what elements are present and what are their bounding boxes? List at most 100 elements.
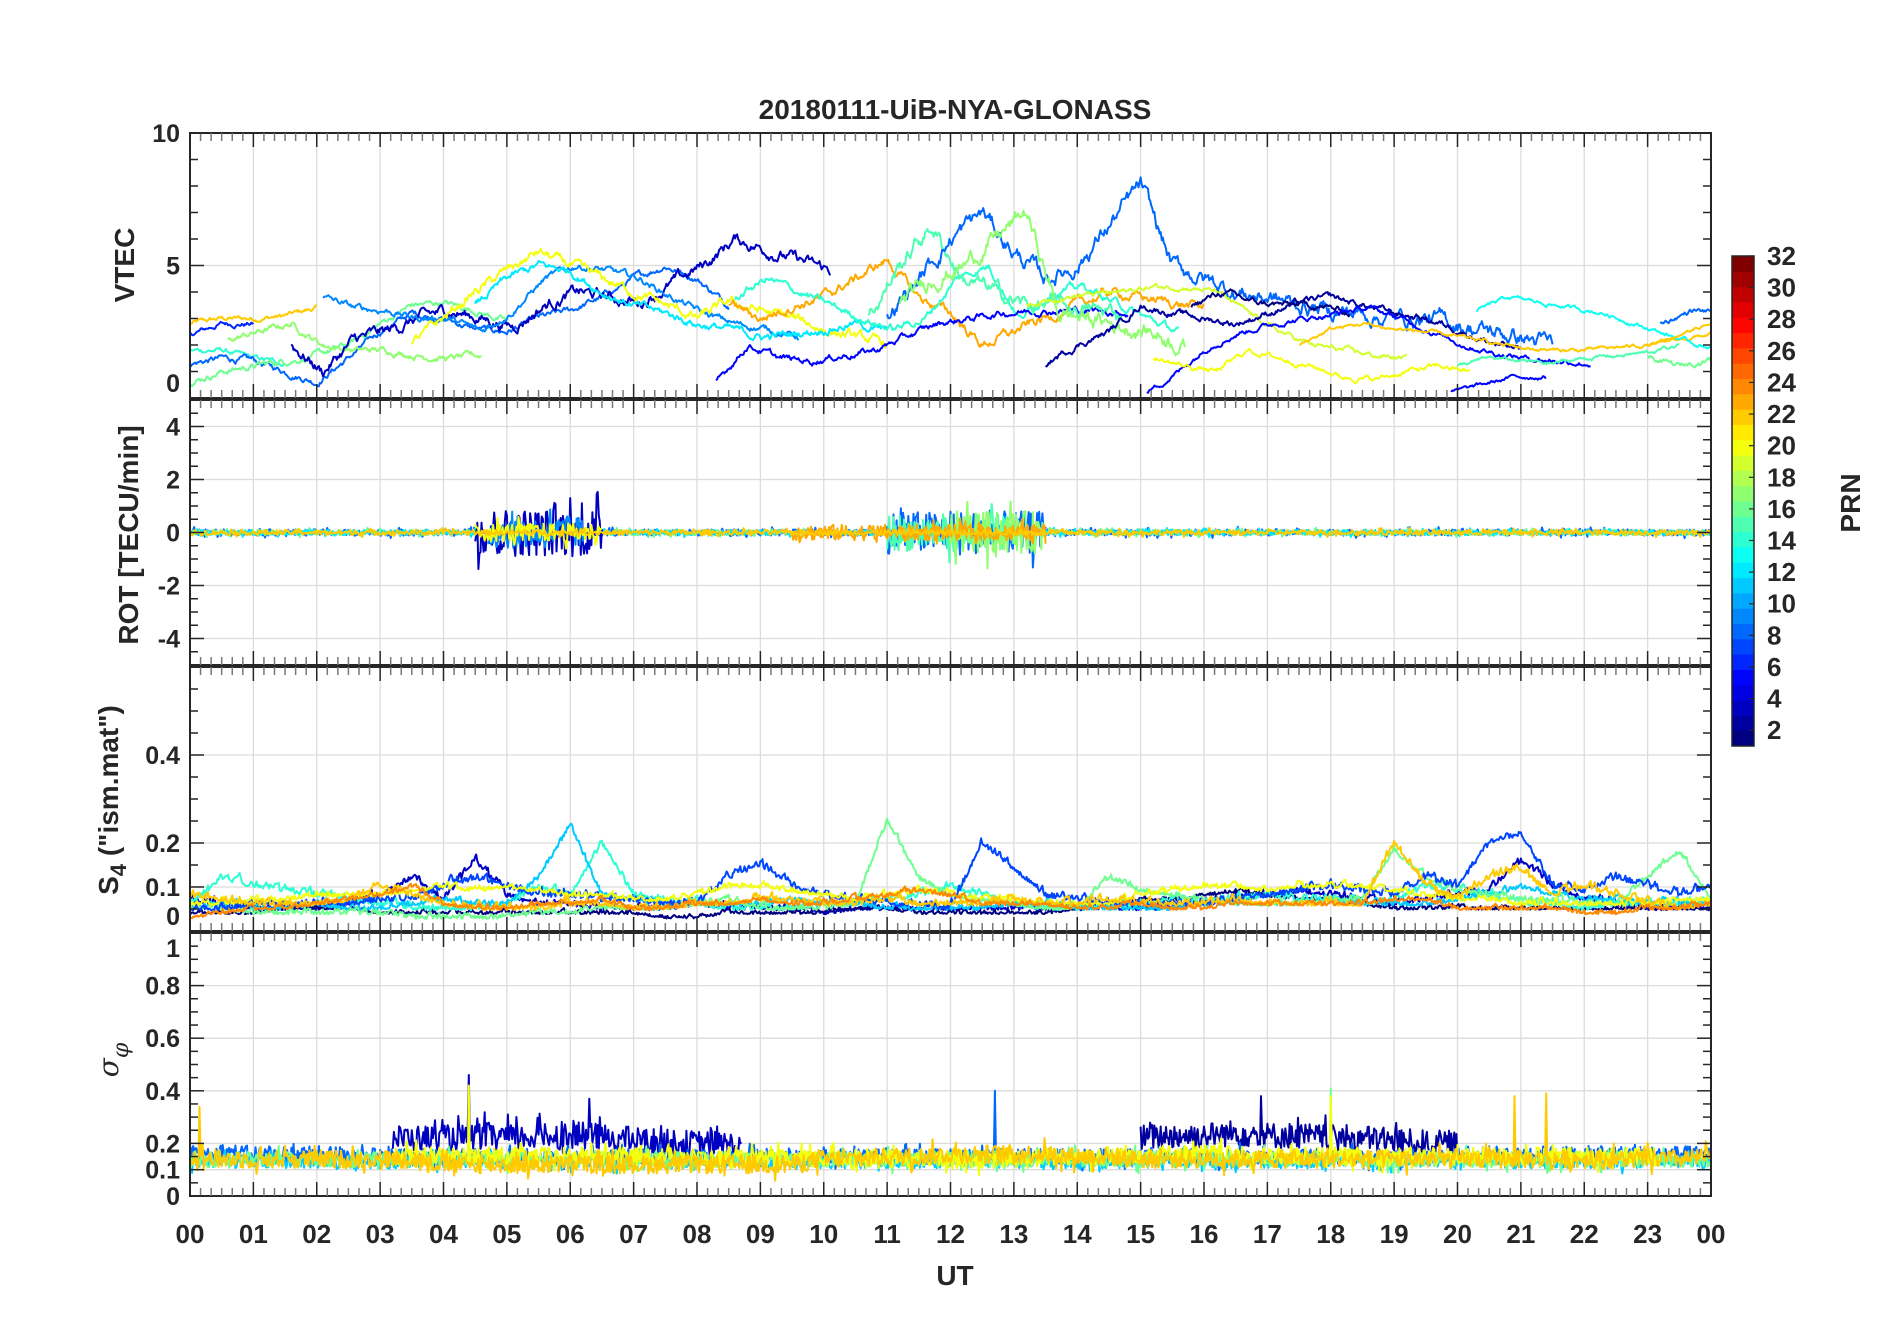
colorbar-tick-label: 32 (1767, 241, 1796, 271)
x-tick-label: 02 (302, 1219, 331, 1249)
series-prn-23 (791, 517, 1047, 545)
x-tick-label: 14 (1063, 1219, 1092, 1249)
series-prn-1 (1190, 288, 1351, 318)
x-tick-label: 16 (1190, 1219, 1219, 1249)
colorbar-tick-label: 8 (1767, 620, 1781, 650)
x-tick-label: 11 (873, 1219, 901, 1249)
series-prn-15 (1456, 343, 1680, 367)
y-tick-label: 0 (166, 370, 180, 398)
colorbar-swatch (1732, 439, 1754, 456)
x-tick-label: 09 (746, 1219, 775, 1249)
y-tick-label: 0.1 (145, 1157, 180, 1185)
y-label-s4: S4 ("ism.mat") (93, 705, 131, 895)
series-prn-22 (1299, 322, 1711, 353)
y-tick-label: 0.6 (145, 1025, 180, 1053)
y-label-vtec: VTEC (109, 228, 140, 303)
x-tick-label: 03 (366, 1219, 395, 1249)
series-prn-20 (1152, 347, 1471, 385)
series-prn-22 (1647, 322, 1711, 347)
series-prn-5 (715, 305, 1129, 381)
colorbar-swatch (1732, 562, 1754, 579)
y-tick-label: 0 (166, 1183, 180, 1211)
panel-s4: 00.1 0.2 0.4 (145, 666, 1712, 932)
x-tick-label: 20 (1443, 1219, 1472, 1249)
x-tick-label: 17 (1253, 1219, 1282, 1249)
y-tick-label: 5 (166, 253, 180, 281)
colorbar-swatch (1732, 531, 1754, 548)
colorbar-tick-label: 24 (1767, 367, 1796, 397)
series-group (190, 817, 1711, 920)
x-tick-label: 22 (1570, 1219, 1599, 1249)
series-prn-5 (1146, 304, 1591, 394)
colorbar-tick-label: 6 (1767, 652, 1781, 682)
y-tick-label: 0 (166, 520, 180, 548)
x-tick-label: 00 (1697, 1219, 1726, 1249)
x-tick-label: 12 (936, 1219, 965, 1249)
y-tick-label: 0.8 (145, 973, 180, 1001)
x-tick-label: 23 (1633, 1219, 1662, 1249)
x-tick-label: 08 (683, 1219, 712, 1249)
series-prn-16 (1646, 355, 1711, 369)
colorbar-tick-label: 2 (1767, 715, 1781, 745)
colorbar-swatch (1732, 654, 1754, 670)
colorbar-swatch (1732, 271, 1754, 288)
series-prn-17 (227, 321, 482, 363)
colorbar-swatch (1732, 393, 1754, 410)
colorbar-frame (1731, 255, 1755, 747)
colorbar-swatch (1732, 378, 1754, 395)
y-tick-label: 0.2 (145, 1130, 180, 1158)
colorbar-swatch (1732, 409, 1754, 425)
series-prn-12 (474, 260, 889, 342)
x-tick-label: 19 (1380, 1219, 1409, 1249)
y-tick-label: 0.1 (145, 874, 180, 902)
y-label-s4-main: S (93, 876, 124, 895)
chart-title: 20180111-UiB-NYA-GLONASS (759, 94, 1152, 125)
y-label-s4-rest: ("ism.mat") (93, 705, 124, 864)
series-prn-3 (391, 1074, 743, 1168)
colorbar-swatch (1732, 592, 1754, 609)
colorbar-tick-label: 16 (1767, 494, 1796, 524)
series-prn-14 (734, 264, 1180, 333)
colorbar-swatch (1732, 684, 1754, 701)
colorbar-tick-label: 26 (1767, 336, 1796, 366)
series-prn-22 (190, 839, 1711, 912)
colorbar-swatch (1732, 608, 1754, 624)
colorbar-tick-label: 4 (1767, 684, 1782, 714)
panel-rot: -4 -2 0 2 4 (158, 399, 1712, 666)
series-prn-22 (190, 1092, 1711, 1182)
colorbar-swatch (1732, 455, 1754, 471)
y-label-sigma: σφ (92, 1042, 134, 1077)
series-prn-8 (1659, 308, 1711, 325)
series-group (190, 176, 1711, 394)
colorbar-swatch (1732, 332, 1754, 349)
series-prn-13 (1475, 295, 1711, 350)
series-prn-16 (190, 299, 508, 388)
colorbar-swatch (1732, 700, 1754, 716)
series-prn-8 (886, 176, 1554, 346)
y-tick-label: 4 (166, 414, 180, 442)
colorbar-swatch (1732, 256, 1754, 272)
series-group (190, 490, 1711, 570)
colorbar-swatch (1732, 638, 1754, 655)
x-tick-label: 07 (619, 1219, 648, 1249)
colorbar-swatch (1732, 363, 1754, 379)
colorbar-tick-label: 12 (1767, 557, 1796, 587)
series-prn-22 (190, 526, 1711, 539)
x-tick-labels: 00 01 02 03 04 05 06 07 08 09 10 11 12 13 14 15 16 17 18 19… (176, 1219, 1726, 1249)
x-tick-label: 15 (1126, 1219, 1155, 1249)
colorbar-tick-label: 18 (1767, 462, 1796, 492)
y-tick-label: -2 (158, 573, 180, 601)
y-label-rot: ROT [TECU/min] (113, 425, 144, 644)
colorbar-swatch (1732, 577, 1754, 594)
x-tick-label: 10 (809, 1219, 838, 1249)
colorbar-swatch (1732, 546, 1754, 563)
y-label-sigma-sub: φ (109, 1042, 134, 1058)
colorbar-tick-label: 30 (1767, 273, 1796, 303)
series-prn-22 (190, 304, 317, 325)
y-tick-label: 2 (166, 467, 180, 495)
y-label-s4-sub: 4 (106, 863, 131, 876)
colorbar-swatch (1732, 470, 1754, 487)
x-tick-label: 04 (429, 1219, 458, 1249)
series-prn-14 (190, 346, 286, 367)
